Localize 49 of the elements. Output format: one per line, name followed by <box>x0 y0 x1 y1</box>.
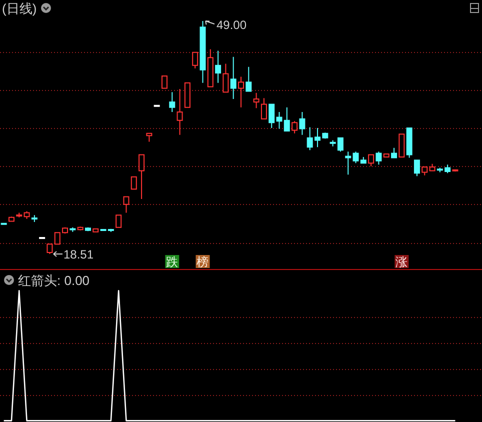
candlestick <box>207 48 214 88</box>
candlestick <box>192 52 198 69</box>
candlestick <box>391 147 398 158</box>
candlestick <box>161 76 168 89</box>
candlestick <box>146 132 152 142</box>
candlestick <box>46 244 53 254</box>
candlestick <box>345 151 352 176</box>
candlestick <box>429 163 436 172</box>
candlestick <box>116 214 122 228</box>
annotation: 49.00 <box>216 18 247 32</box>
candlestick <box>422 166 428 176</box>
candlestick <box>77 226 84 231</box>
candlestick <box>24 210 30 220</box>
text: 涨 <box>396 255 408 269</box>
chart-title: 红箭头: 0.00 <box>18 273 90 288</box>
candlestick <box>16 212 22 218</box>
candlestick <box>246 66 252 92</box>
candlestick <box>169 92 176 112</box>
candlestick <box>260 98 267 120</box>
candlestick <box>406 127 412 158</box>
candlestick <box>414 160 420 177</box>
candlestick <box>215 50 222 84</box>
candlestick <box>138 154 145 200</box>
candlestick <box>70 226 76 232</box>
chart-title: (日线) <box>2 1 37 16</box>
candlestick <box>31 214 38 222</box>
candlestick <box>452 169 458 172</box>
candlestick <box>84 226 91 232</box>
candlestick <box>268 104 275 128</box>
candlestick <box>123 196 130 214</box>
candlestick <box>292 120 298 134</box>
candlestick <box>176 88 183 136</box>
candlestick <box>299 111 306 136</box>
candlestick <box>253 92 260 109</box>
annotation: 18.51 <box>64 248 94 262</box>
candlestick <box>222 63 229 93</box>
candlestick <box>8 216 14 222</box>
text: 榜 <box>196 255 209 269</box>
candlestick <box>383 153 390 158</box>
candlestick <box>200 20 206 84</box>
candlestick <box>230 56 236 100</box>
candlestick <box>130 176 137 190</box>
candlestick <box>398 134 405 158</box>
candlestick <box>184 82 190 108</box>
text: 跌 <box>166 255 178 269</box>
candlestick <box>368 154 374 167</box>
candlestick <box>376 151 382 166</box>
candlestick <box>92 228 99 232</box>
candlestick <box>238 76 244 108</box>
